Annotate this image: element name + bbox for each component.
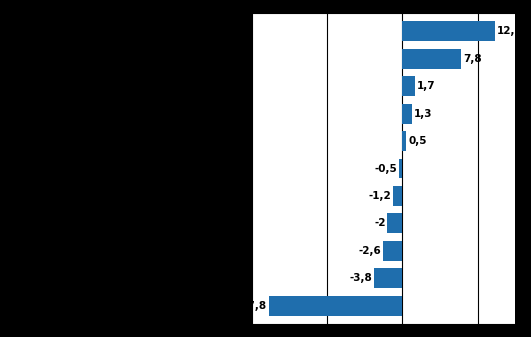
Text: 1,7: 1,7 [417, 81, 436, 91]
Bar [402, 131, 406, 151]
Bar [399, 159, 402, 178]
Text: 1,3: 1,3 [414, 109, 433, 119]
Text: -17,8: -17,8 [237, 301, 267, 311]
Bar [402, 49, 461, 69]
Text: -1,2: -1,2 [369, 191, 391, 201]
Bar [374, 268, 402, 288]
Text: -2: -2 [374, 218, 386, 228]
Bar [388, 214, 402, 233]
Bar [402, 104, 412, 123]
Bar [393, 186, 402, 206]
Text: 7,8: 7,8 [463, 54, 482, 64]
Text: 0,5: 0,5 [408, 136, 426, 146]
Bar [383, 241, 402, 261]
Text: -2,6: -2,6 [358, 246, 381, 256]
Bar [269, 296, 402, 315]
Bar [402, 22, 495, 41]
Text: -3,8: -3,8 [349, 273, 372, 283]
Text: -0,5: -0,5 [374, 163, 397, 174]
Bar [402, 76, 415, 96]
Text: 12,3: 12,3 [496, 26, 523, 36]
